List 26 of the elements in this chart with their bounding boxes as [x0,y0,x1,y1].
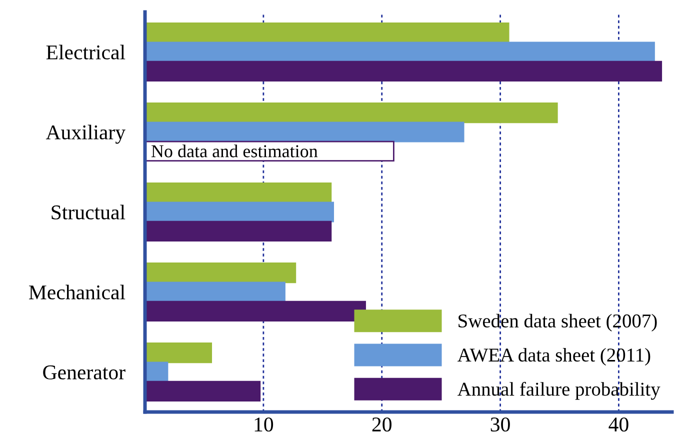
y-tick-label: Electrical [46,44,126,60]
annotation: No data and estimation [151,144,318,158]
bar [145,380,261,402]
bar [145,300,366,322]
bar [145,42,655,62]
x-tick-label: 30 [490,417,510,432]
y-tick-label: Generator [43,365,126,380]
bar [145,282,286,302]
bar [145,262,296,284]
y-tick-label: Mechanical [28,284,126,300]
bar [145,220,332,242]
legend-label: AWEA data sheet (2011) [457,348,650,366]
bar [145,122,464,142]
bar [145,102,558,124]
x-tick-label: 10 [254,417,274,432]
bar [145,60,662,82]
legend-label: Sweden data sheet (2007) [458,314,657,332]
bar [145,202,334,222]
x-tick-label: 40 [608,417,628,432]
y-tick-label: Auxiliary [46,124,126,144]
bar [145,342,212,364]
y-tick-label: Structual [52,204,126,220]
x-tick-label: 20 [372,417,392,432]
bar [145,22,510,44]
bar [145,182,332,204]
legend-label: Annual failure probability [457,382,660,400]
